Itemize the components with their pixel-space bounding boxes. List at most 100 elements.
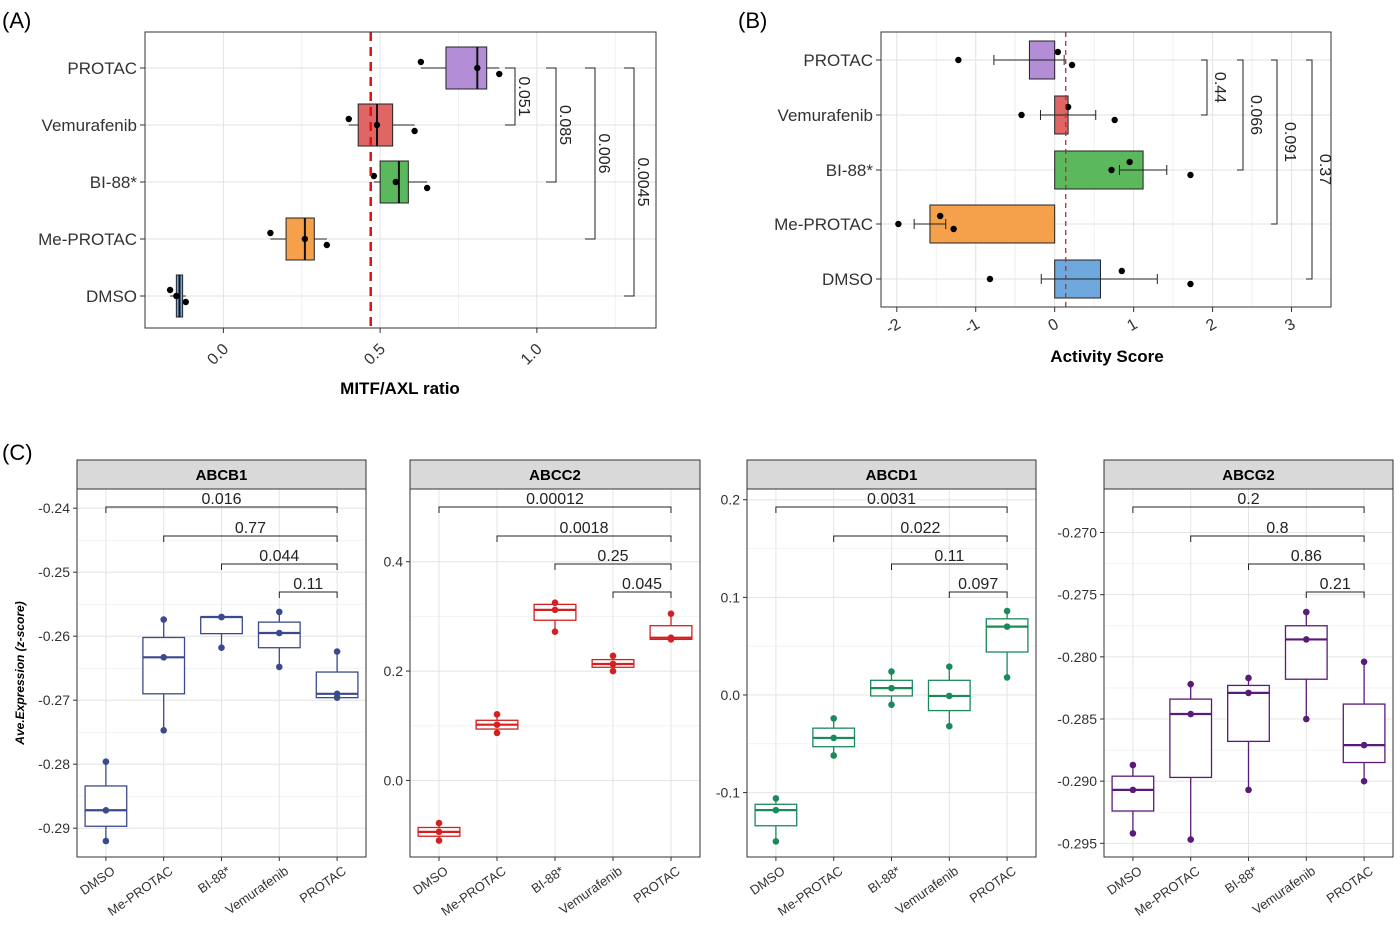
data-point [182,298,189,306]
data-point [276,663,283,671]
y-tick-label: -0.275 [1057,587,1097,603]
pvalue-bracket [554,563,672,570]
data-point [333,690,341,698]
pvalue-bracket [833,535,1008,542]
data-point [1360,777,1368,785]
pvalue-label: 0.25 [597,548,628,565]
y-tick-label: 0.0 [721,687,741,703]
facet-strip [1103,459,1394,490]
data-point [102,837,110,845]
data-point [986,275,994,283]
box-Vemurafenib [1284,625,1328,680]
x-tick-label: 0.0 [204,341,232,369]
y-tick-label: -0.285 [1057,711,1097,727]
pvalue-bracket [624,67,635,297]
data-point [493,710,501,718]
data-point [373,121,381,129]
data-point [276,629,283,637]
data-point [1111,116,1118,124]
pvalue-bracket [775,506,1008,513]
data-point [888,684,895,692]
data-point [1187,836,1194,843]
data-point [1187,680,1194,688]
data-point [895,220,902,228]
y-tick-label: -0.1 [716,785,740,801]
pvalue-label: 0.21 [1320,576,1351,593]
y-tick-label: -0.25 [38,564,70,580]
category-label: BI-88* [826,161,874,180]
pvalue-bracket [585,67,596,240]
pvalue-bracket [105,506,338,513]
x-tick-label: 0 [1045,316,1061,335]
data-point [102,758,110,765]
x-tick-label: 1 [1124,316,1140,335]
data-point [411,127,418,135]
data-point [1018,111,1025,119]
data-point [609,652,617,660]
y-tick-label: 0.2 [721,492,741,508]
pvalue-bracket [948,591,1008,598]
pvalue-label: 0.0018 [560,520,609,537]
pvalue-bracket [1190,535,1365,542]
x-tick-label: BI-88* [529,863,567,896]
facet-ABCB1: ABCB1 -0.24 -0.25 -0.26 -0.27 -0.28 -0.29 DMSOM… [38,459,367,919]
facet-title: ABCB1 [196,467,248,484]
box-PROTAC [1342,703,1386,764]
data-point [937,212,944,220]
pvalue-label: 0.006 [595,133,612,173]
pvalue-bracket [1201,59,1208,116]
plot-border [144,31,657,329]
bar-Me-PROTAC [929,204,1056,244]
pvalue-label: 0.77 [235,520,266,537]
category-label: DMSO [822,270,873,289]
data-point [333,648,341,655]
data-point [1129,830,1137,837]
data-point [772,838,780,845]
data-point [946,722,953,730]
pvalue-bracket [1271,59,1278,225]
x-tick-label: 1.0 [518,341,546,369]
pvalue-label: 0.37 [1316,154,1333,185]
data-point [609,667,617,675]
pvalue-label: 0.00012 [526,491,584,508]
pvalue-label: 0.091 [1281,122,1298,162]
y-tick-label: -0.295 [1057,835,1097,851]
pvalue-label: 0.0045 [634,158,651,207]
y-tick-label: 0.4 [384,554,404,570]
x-tick-label: Me-PROTAC [438,863,509,919]
pvalue-bracket [1248,563,1365,570]
pvalue-label: 0.097 [958,576,998,593]
data-point [551,606,559,614]
data-point [1126,158,1133,166]
data-point [1303,715,1310,723]
data-point [1003,674,1011,681]
data-point [160,654,167,661]
y-tick-label: -0.290 [1057,773,1097,789]
pvalue-label: 0.044 [259,548,299,565]
pvalue-label: 0.0031 [867,491,916,508]
box-DMSO [84,785,128,827]
data-point [1187,171,1194,179]
data-point [301,235,309,243]
y-tick-label: 0.2 [384,663,404,679]
category-label: Vemurafenib [42,116,137,135]
data-point [1054,48,1062,56]
x-tick-label: Vemurafenib [223,863,291,917]
x-tick-label: PROTAC [967,863,1019,906]
x-tick-label: DMSO [747,863,788,898]
x-tick-label: Me-PROTAC [1132,863,1203,919]
pvalue-label: 0.8 [1266,520,1288,537]
pvalue-label: 0.022 [900,520,940,537]
data-point [392,178,399,186]
data-point [166,286,174,294]
data-point [830,734,837,742]
facet-ABCG2: ABCG2 -0.270 -0.275 -0.280 -0.285 -0.290 -0.29… [1057,459,1394,919]
data-point [888,701,895,709]
x-tick-label: BI-88* [195,863,233,896]
x-tick-label: DMSO [410,863,451,898]
pvalue-label: 0.11 [934,548,964,565]
pvalue-bracket [1306,59,1313,280]
category-label: BI-88* [90,173,138,192]
data-point [1064,103,1072,111]
data-point [772,795,780,802]
